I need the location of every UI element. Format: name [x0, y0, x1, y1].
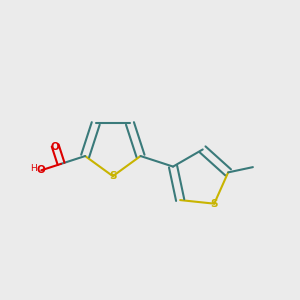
- Text: H: H: [30, 164, 37, 173]
- Text: S: S: [109, 171, 117, 181]
- Text: S: S: [211, 199, 218, 209]
- Text: O: O: [37, 165, 46, 175]
- Text: O: O: [51, 142, 59, 152]
